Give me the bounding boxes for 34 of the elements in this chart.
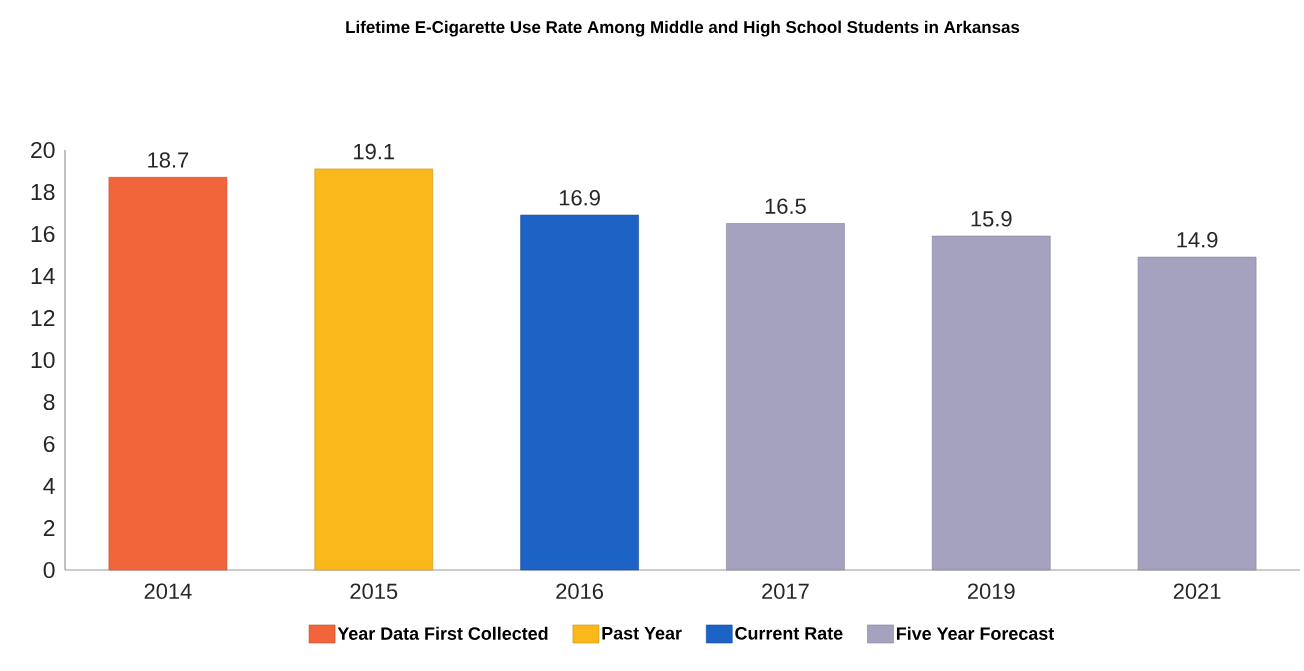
y-tick-label: 18 [31,183,55,201]
data-label: 16.5 [765,198,806,214]
data-label: 16.9 [559,190,600,206]
x-tick-label: 2017 [762,583,809,600]
legend-label: Year Data First Collected [337,626,548,640]
x-tick-label: 2021 [1173,583,1221,600]
bar [1137,256,1257,571]
bar [726,223,845,571]
legend-label: Five Year Forecast [896,626,1055,640]
legend-label: Past Year [602,627,682,640]
data-label: 15.9 [971,211,1012,227]
chart-title: Lifetime E-Cigarette Use Rate Among Middle and High School Students in Arkansas [346,20,1020,37]
y-tick-label: 20 [31,141,55,159]
y-tick-label: 4 [43,478,55,494]
y-tick-label: 10 [31,351,55,369]
x-tick-label: 2019 [967,583,1015,600]
y-tick-label: 0 [43,561,55,579]
y-tick-label: 2 [43,520,55,536]
bar [931,235,1051,571]
bar [108,177,228,571]
x-tick-label: 2014 [144,583,192,600]
y-tick-label: 16 [31,225,55,243]
data-label: 14.9 [1177,232,1218,248]
x-tick-label: 2015 [350,583,398,600]
y-tick-label: 14 [31,268,55,284]
y-tick-label: 8 [43,393,55,411]
data-label: 18.7 [148,152,189,168]
legend-label: Current Rate [735,626,843,640]
y-tick-label: 12 [31,310,55,326]
x-tick-label: 2016 [556,583,603,600]
bar [314,168,434,571]
y-tick-label: 6 [43,435,55,453]
data-label: 19.1 [354,143,395,160]
bar [520,214,639,571]
